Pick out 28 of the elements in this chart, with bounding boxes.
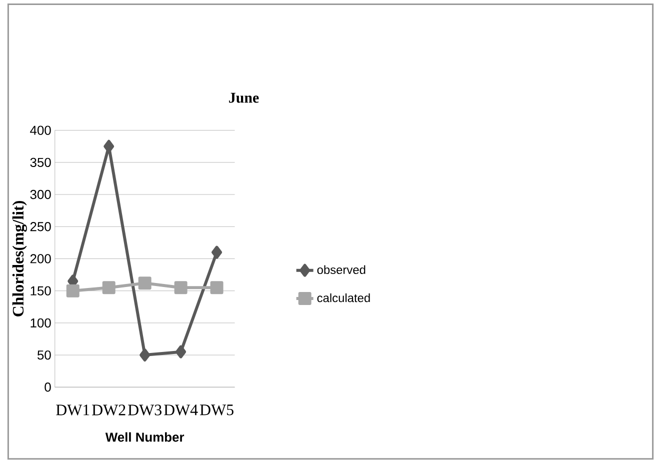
y-tick-label: 0 <box>44 382 51 392</box>
legend-label: calculated <box>317 293 370 302</box>
y-tick-label: 400 <box>30 126 51 135</box>
y-tick-label: 250 <box>30 222 51 232</box>
y-tick-label: 150 <box>30 286 51 296</box>
x-tick-label: DW1 <box>56 404 90 416</box>
y-axis-title: Chlorides(mg/lit) <box>12 200 27 316</box>
legend-label: observed <box>317 265 366 274</box>
point <box>174 281 188 294</box>
point <box>138 276 152 290</box>
point <box>140 348 150 362</box>
y-tick-label: 200 <box>30 254 51 264</box>
point <box>102 281 116 294</box>
x-axis-title: Well Number <box>105 432 184 442</box>
chart-title: June <box>229 92 259 103</box>
point <box>212 246 222 259</box>
y-tick-label: 350 <box>30 158 51 167</box>
x-tick-label: DW3 <box>128 404 162 416</box>
point <box>176 345 186 358</box>
point <box>104 140 114 153</box>
y-tick-label: 50 <box>37 350 51 360</box>
point <box>66 284 80 298</box>
x-tick-label: DW2 <box>92 404 126 416</box>
point <box>210 281 224 294</box>
y-tick-label: 100 <box>30 318 51 328</box>
x-tick-label: DW4 <box>164 404 198 416</box>
y-tick-label: 300 <box>30 190 51 200</box>
x-tick-label: DW5 <box>200 404 234 416</box>
